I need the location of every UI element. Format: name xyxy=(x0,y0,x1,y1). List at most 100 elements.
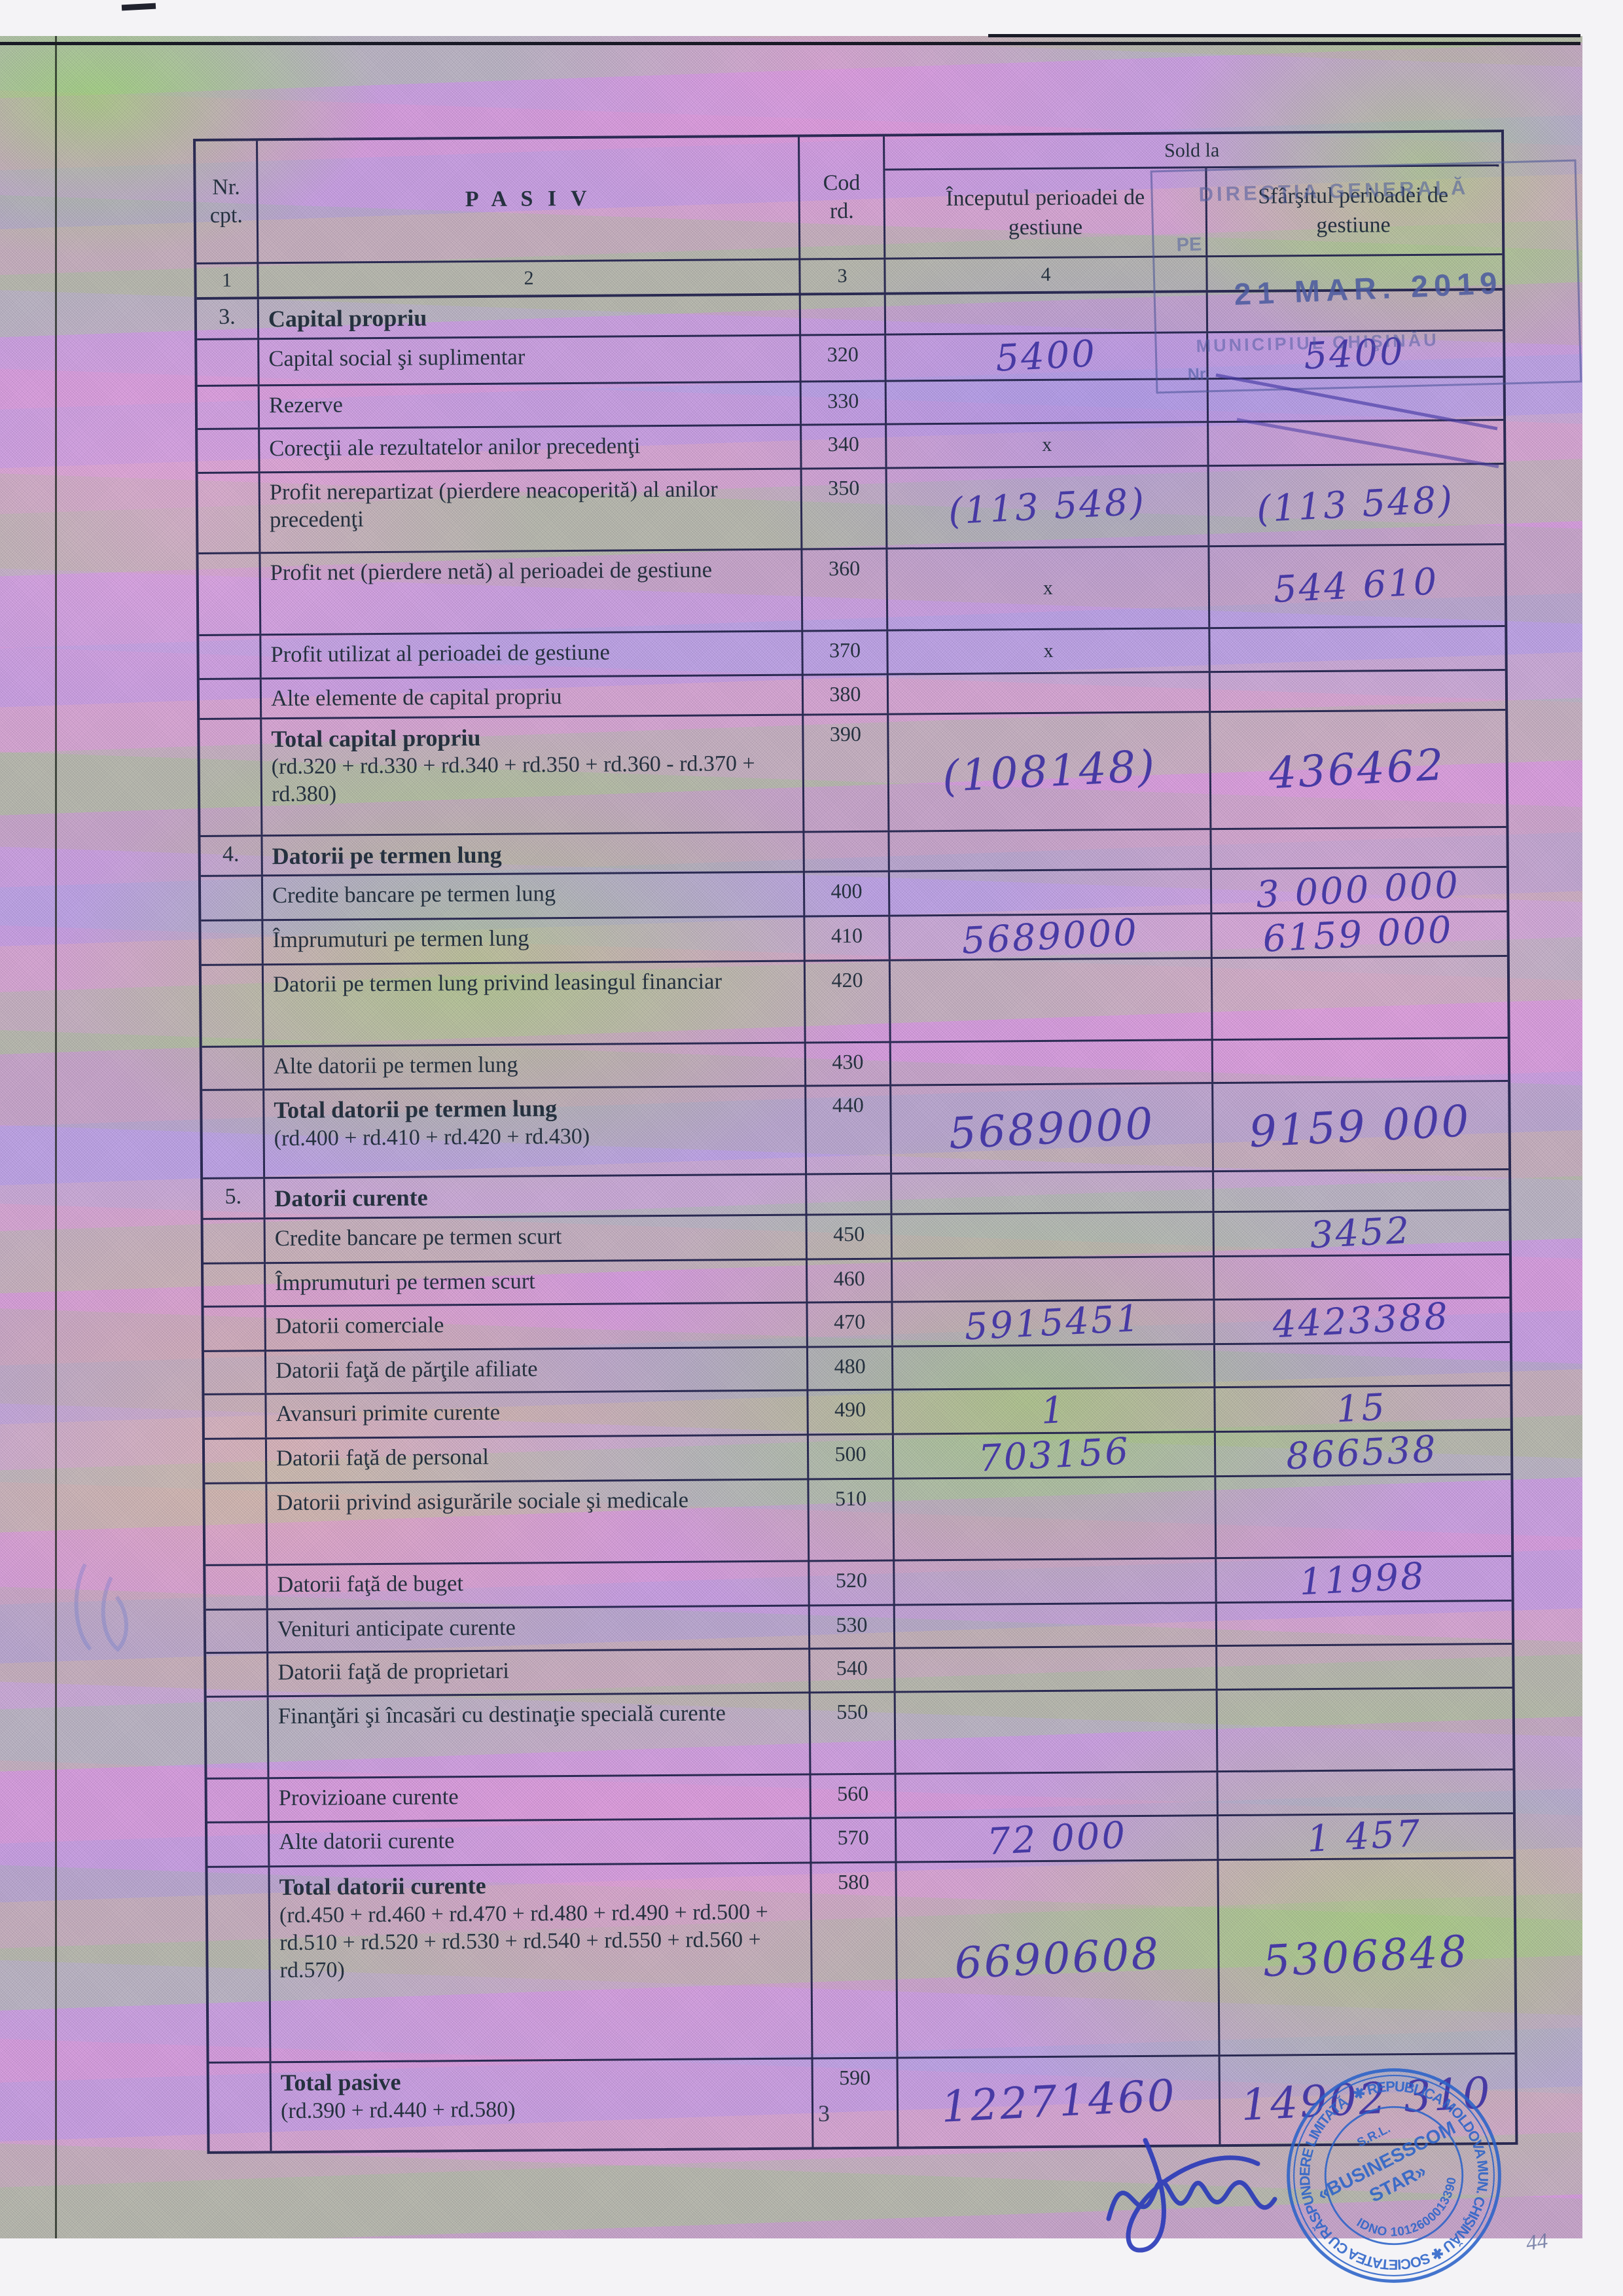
row-label-text: Alte datorii pe termen lung xyxy=(273,1052,518,1079)
row-label: Datorii curente xyxy=(265,1175,808,1218)
handwritten-value: 5689000 xyxy=(947,1098,1156,1159)
row-number xyxy=(200,876,264,920)
scan-edge-line-2 xyxy=(988,34,1580,37)
value-start xyxy=(895,1558,1217,1604)
value-start xyxy=(892,1172,1215,1213)
table-row: Datorii privind asigurările sociale şi m… xyxy=(205,1475,1512,1566)
row-label-text: Total datorii curente xyxy=(279,1872,486,1901)
row-number xyxy=(201,921,264,965)
row-number xyxy=(204,1352,267,1393)
row-number xyxy=(204,1264,266,1306)
handwritten-value: 5400 xyxy=(995,332,1098,380)
value-start xyxy=(895,1646,1218,1691)
row-formula: (rd.390 + rd.440 + rd.580) xyxy=(280,2097,516,2123)
x-mark: x xyxy=(1042,433,1052,456)
value-start: 5915451 xyxy=(893,1297,1215,1349)
table-row: Profit net (pierdere netă) al perioadei … xyxy=(198,545,1505,636)
row-number xyxy=(198,473,261,552)
row-label-text: Datorii curente xyxy=(274,1184,428,1212)
row-code: 330 xyxy=(801,382,887,424)
row-label-text: Datorii pe termen lung privind leasingul… xyxy=(272,969,722,997)
row-number xyxy=(197,339,260,385)
value-start: 5689000 xyxy=(890,911,1213,963)
row-label: Alte datorii curente xyxy=(269,1819,812,1866)
row-number xyxy=(204,1439,268,1482)
value-end: 11998 xyxy=(1217,1555,1508,1604)
value-start: (108148) xyxy=(889,712,1212,831)
row-label: Finanţări şi încasări cu destinaţie spec… xyxy=(268,1693,812,1778)
value-start: 5400 xyxy=(886,332,1209,380)
row-code: 470 xyxy=(808,1302,893,1346)
value-end xyxy=(1217,1645,1509,1689)
row-label: Total datorii curente (rd.450 + rd.460 + … xyxy=(270,1863,813,2062)
row-number xyxy=(207,1867,272,2062)
value-start xyxy=(889,870,1213,915)
row-label-text: Credite bancare pe termen scurt xyxy=(274,1223,562,1251)
row-label: Datorii pe termen lung xyxy=(262,833,805,875)
handwritten-value: 1 xyxy=(1040,1388,1068,1433)
row-code: 560 xyxy=(811,1774,897,1818)
header-sold-la-group: Sold la Începutul perioadei de gestiune … xyxy=(885,132,1499,258)
scan-edge-line xyxy=(0,42,1580,45)
value-end: 3 000 000 xyxy=(1212,864,1504,917)
row-number xyxy=(198,429,260,472)
col-num-5 xyxy=(1207,255,1499,290)
handwritten-value: 703156 xyxy=(977,1429,1131,1480)
row-code: 580 xyxy=(812,1863,899,2058)
x-mark: x xyxy=(1043,639,1054,662)
row-label: Total capital propriu (rd.320 + rd.330 + … xyxy=(262,715,805,834)
row-code: 400 xyxy=(804,872,891,916)
row-label-text: Profit nerepartizat (pierdere neacoperit… xyxy=(269,476,718,533)
row-code xyxy=(807,1174,893,1214)
row-number: 4. xyxy=(200,836,263,876)
handwritten-value: 5689000 xyxy=(961,911,1140,963)
row-number: 5. xyxy=(203,1179,266,1218)
row-number xyxy=(205,1484,268,1564)
value-start xyxy=(896,1772,1219,1817)
table-body: 3. Capital propriu Capital social şi supli… xyxy=(196,291,1516,2151)
row-label: Datorii faţă de buget xyxy=(268,1562,810,1609)
value-start xyxy=(891,1041,1214,1085)
table-row: Total capital propriu (rd.320 + rd.330 + … xyxy=(200,710,1507,837)
corner-mark xyxy=(121,3,156,11)
row-label-text: Profit utilizat al perioadei de gestiune xyxy=(270,639,610,667)
row-label: Datorii faţă de personal xyxy=(266,1435,810,1482)
value-end xyxy=(1214,1170,1506,1211)
row-number xyxy=(205,1566,268,1609)
handwritten-value: 6690608 xyxy=(953,1928,1162,1990)
value-end xyxy=(1211,671,1503,711)
row-label-text: Profit net (pierdere netă) al perioadei … xyxy=(270,557,713,585)
value-end: 1 457 xyxy=(1219,1812,1510,1861)
value-start xyxy=(889,829,1212,870)
row-label-text: Datorii pe termen lung xyxy=(272,841,502,869)
row-number xyxy=(198,553,262,634)
value-end: (113 548) xyxy=(1209,465,1502,545)
table-row: Credite bancare pe termen scurt 450 3452 xyxy=(203,1210,1509,1265)
handwritten-value: 544 610 xyxy=(1272,560,1440,612)
table-row: Credite bancare pe termen lung 400 3 000 0… xyxy=(200,864,1507,922)
row-label-text: Total capital propriu xyxy=(271,724,481,752)
row-code: 510 xyxy=(809,1479,895,1560)
row-label: Profit net (pierdere netă) al perioadei … xyxy=(260,550,804,634)
value-start xyxy=(894,1477,1217,1560)
row-formula: (rd.320 + rd.330 + rd.340 + rd.350 + rd.… xyxy=(271,751,755,807)
row-number xyxy=(209,2063,272,2151)
row-label-text: Datorii faţă de buget xyxy=(277,1571,464,1598)
margin-pencil-note: 44 xyxy=(1524,2229,1550,2256)
handwritten-value: 4423388 xyxy=(1272,1295,1451,1347)
row-label-text: Împrumuturi pe termen lung xyxy=(272,925,529,953)
row-code: 540 xyxy=(810,1649,896,1692)
handwritten-value: 5306848 xyxy=(1261,1926,1470,1987)
row-label: Total pasive (rd.390 + rd.440 + rd.580) xyxy=(271,2059,814,2151)
value-start: x xyxy=(887,547,1211,630)
row-code: 550 xyxy=(810,1693,897,1774)
row-number xyxy=(200,719,263,835)
row-code: 500 xyxy=(808,1435,895,1479)
row-label: Avansuri primite curente xyxy=(266,1391,809,1438)
value-end xyxy=(1209,421,1501,465)
value-start: 6690608 xyxy=(897,1860,1221,2057)
row-label: Datorii faţă de proprietari xyxy=(268,1649,811,1696)
handwritten-value: (113 548) xyxy=(947,480,1148,533)
value-start: x xyxy=(888,628,1211,673)
handwritten-value: 72 000 xyxy=(986,1814,1128,1864)
